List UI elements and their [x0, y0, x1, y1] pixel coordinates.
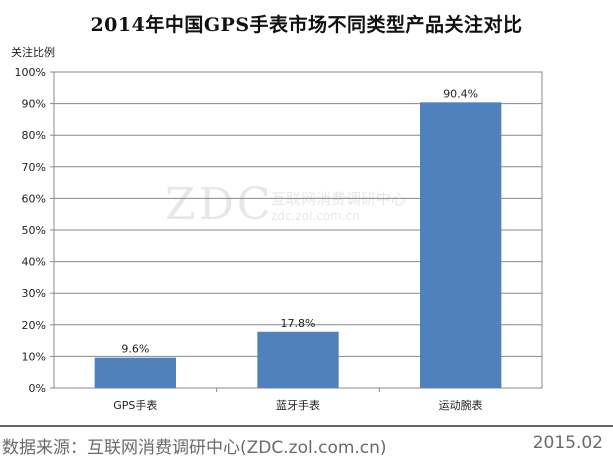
y-tick-label: 50%: [22, 224, 46, 237]
y-tick-label: 80%: [22, 129, 46, 142]
bar: [420, 102, 502, 388]
footer-source: 数据来源：互联网消费调研中心(ZDC.zol.com.cn): [2, 438, 387, 458]
y-axis-label: 关注比例: [11, 46, 55, 59]
footer-divider: [0, 425, 613, 427]
y-tick-label: 20%: [22, 319, 46, 332]
x-tick-label: 运动腕表: [439, 398, 483, 412]
x-tick-label: 蓝牙手表: [276, 398, 320, 412]
footer-date: 2015.02: [532, 433, 603, 453]
y-tick-label: 60%: [22, 192, 46, 205]
bar: [257, 331, 339, 388]
y-tick-label: 100%: [15, 66, 46, 79]
data-label: 9.6%: [121, 343, 149, 356]
bar-chart: 0% 10% 20% 30% 40% 50% 60% 70% 80% 90% 100% 9.6% GPS…: [15, 66, 543, 412]
y-tick-label: 10%: [22, 350, 46, 363]
y-tick-label: 30%: [22, 287, 46, 300]
chart-title: 2014年中国GPS手表市场不同类型产品关注对比: [90, 14, 523, 36]
data-label: 90.4%: [443, 87, 478, 100]
y-tick-label: 40%: [22, 256, 46, 269]
y-tick-label: 0%: [29, 382, 46, 395]
data-label: 17.8%: [281, 317, 316, 330]
x-tick-label: GPS手表: [113, 398, 157, 412]
y-tick-label: 90%: [22, 98, 46, 111]
bar: [94, 357, 176, 388]
y-tick-label: 70%: [22, 161, 46, 174]
